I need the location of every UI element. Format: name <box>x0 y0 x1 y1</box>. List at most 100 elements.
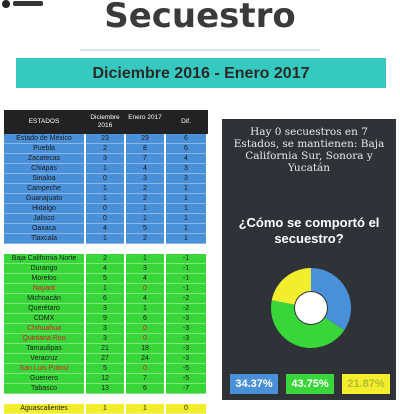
cell-dif: -1 <box>166 254 206 264</box>
cell-estado: Guanajuato <box>4 194 84 204</box>
cell-estado: CDMX <box>4 314 84 324</box>
cell-enero: 3 <box>126 264 164 274</box>
percent-badge-green: 43.75% <box>286 374 334 394</box>
date-banner: Diciembre 2016 - Enero 2017 <box>16 58 386 88</box>
table-row: Zacatecas 3 7 4 <box>4 154 208 164</box>
cell-dif: -3 <box>166 324 206 334</box>
cell-estado: San Luis Potosí <box>4 364 84 374</box>
cell-estado: Estado de México <box>4 134 84 144</box>
table-row: Quintana Roo 3 0 -3 <box>4 334 208 344</box>
cell-diciembre: 9 <box>86 314 124 324</box>
cell-diciembre: 1 <box>86 164 124 174</box>
cell-enero: 7 <box>126 374 164 384</box>
cell-estado: Querétaro <box>4 304 84 314</box>
cell-dif <box>166 394 206 404</box>
cell-dif: 0 <box>166 404 206 414</box>
donut-slice <box>271 268 311 305</box>
cell-dif <box>166 244 206 254</box>
cell-dif: 6 <box>166 144 206 154</box>
table-row <box>4 244 208 254</box>
table-row: Michoacán 6 4 -2 <box>4 294 208 304</box>
cell-enero: 0 <box>126 284 164 294</box>
cell-enero: 1 <box>126 404 164 414</box>
cell-estado: Chiapas <box>4 164 84 174</box>
percent-badge-blue: 34.37% <box>230 374 278 394</box>
donut-hole <box>295 292 327 324</box>
cell-enero: 3 <box>126 174 164 184</box>
table-row: Nayarit 1 0 -1 <box>4 284 208 294</box>
table-row: Baja California Norte 2 1 -1 <box>4 254 208 264</box>
cell-dif: -2 <box>166 304 206 314</box>
cell-diciembre: 1 <box>86 184 124 194</box>
cell-dif: 1 <box>166 184 206 194</box>
cell-dif: 6 <box>166 134 206 144</box>
cell-diciembre: 2 <box>86 254 124 264</box>
cell-dif: -3 <box>166 314 206 324</box>
percent-badges: 34.37% 43.75% 21.87% <box>230 374 392 396</box>
cell-dif: -1 <box>166 264 206 274</box>
cell-dif: -1 <box>166 284 206 294</box>
cell-dif: -5 <box>166 364 206 374</box>
table-row: Veracruz 27 24 -3 <box>4 354 208 364</box>
cell-dif: -3 <box>166 354 206 364</box>
table-row: Tlaxcala 1 2 1 <box>4 234 208 244</box>
cell-estado: Hidalgo <box>4 204 84 214</box>
cell-dif: 4 <box>166 154 206 164</box>
divider <box>80 49 320 51</box>
cell-enero: 2 <box>126 194 164 204</box>
table-row: Tabasco 13 6 -7 <box>4 384 208 394</box>
cell-diciembre: 3 <box>86 304 124 314</box>
cell-dif: -2 <box>166 294 206 304</box>
cell-dif: -1 <box>166 274 206 284</box>
cell-enero: 1 <box>126 304 164 314</box>
table-row: Hidalgo 0 1 1 <box>4 204 208 214</box>
cell-estado: Michoacán <box>4 294 84 304</box>
states-table: ESTADOS Diciembre 2016 Enero 2017 Dif. E… <box>4 110 208 414</box>
summary-question: ¿Cómo se comportó el secuestro? <box>238 215 380 246</box>
table-row: Chiapas 1 4 3 <box>4 164 208 174</box>
cell-enero: 7 <box>126 154 164 164</box>
table-row <box>4 394 208 404</box>
cell-enero: 0 <box>126 334 164 344</box>
cell-enero <box>126 394 164 404</box>
cell-diciembre: 3 <box>86 154 124 164</box>
cell-diciembre: 13 <box>86 384 124 394</box>
cell-diciembre: 0 <box>86 174 124 184</box>
cell-dif: -7 <box>166 384 206 394</box>
table-row: Jalisco 0 1 1 <box>4 214 208 224</box>
cell-estado: Nayarit <box>4 284 84 294</box>
cell-enero: 8 <box>126 144 164 154</box>
cell-diciembre: 5 <box>86 364 124 374</box>
cell-diciembre: 3 <box>86 334 124 344</box>
table-row: Tamaulipas 21 18 -3 <box>4 344 208 354</box>
col-header-dif: Dif. <box>181 118 191 125</box>
cell-enero: 1 <box>126 204 164 214</box>
table-row: Aguascalientes 1 1 0 <box>4 404 208 414</box>
cell-estado: Quintana Roo <box>4 334 84 344</box>
cell-estado: Oaxaca <box>4 224 84 234</box>
cell-estado: Jalisco <box>4 214 84 224</box>
col-header-estados: ESTADOS <box>28 118 60 125</box>
donut-slice <box>311 268 351 331</box>
table-row: Puebla 2 8 6 <box>4 144 208 154</box>
cell-dif: 1 <box>166 194 206 204</box>
cell-dif: 3 <box>166 164 206 174</box>
cell-enero: 24 <box>126 354 164 364</box>
cell-enero: 2 <box>126 184 164 194</box>
cell-diciembre: 0 <box>86 214 124 224</box>
col-header-diciembre: Diciembre 2016 <box>90 114 120 129</box>
cell-dif: 1 <box>166 204 206 214</box>
cell-estado: Guerrero <box>4 374 84 384</box>
cell-enero: 29 <box>126 134 164 144</box>
cell-diciembre <box>86 244 124 254</box>
cell-enero: 4 <box>126 274 164 284</box>
cell-enero: 6 <box>126 384 164 394</box>
percent-badge-yellow: 21.87% <box>342 374 390 394</box>
cell-diciembre: 2 <box>86 144 124 154</box>
period-label: Diciembre 2016 - Enero 2017 <box>92 65 310 82</box>
donut-chart <box>271 268 351 348</box>
table-row: Guerrero 12 7 -5 <box>4 374 208 384</box>
logo <box>0 0 43 8</box>
cell-diciembre: 3 <box>86 324 124 334</box>
cell-estado: Baja California Norte <box>4 254 84 264</box>
